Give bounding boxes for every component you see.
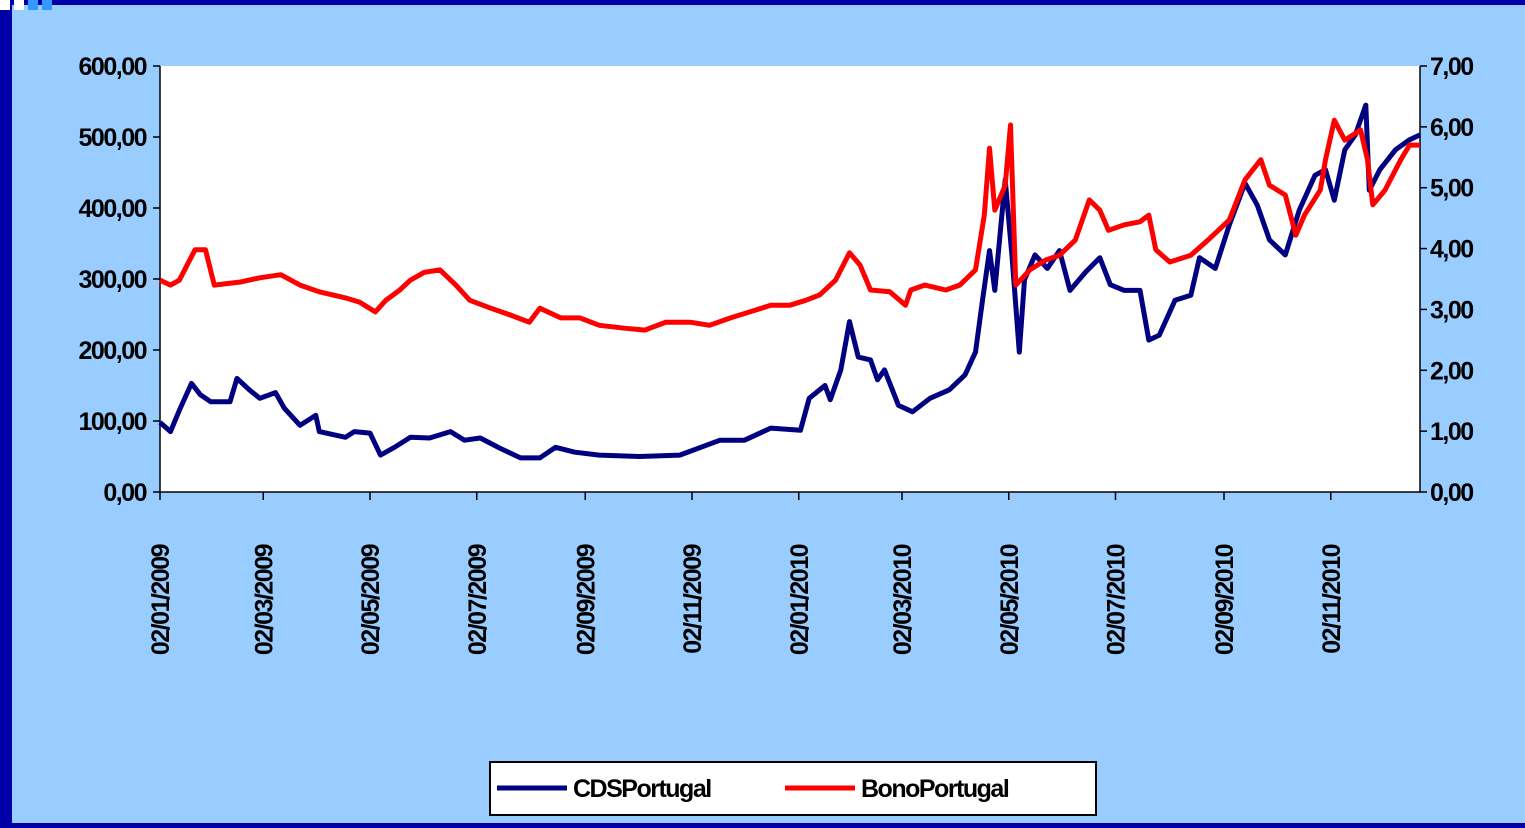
x-tick-label: 02/03/2010 <box>889 544 917 655</box>
y-tick-label: 0,00 <box>103 479 146 507</box>
y2-tick-label: 2,00 <box>1430 357 1473 385</box>
series-line <box>158 117 1420 333</box>
y2-tick-label: 3,00 <box>1430 296 1473 324</box>
y-tick-label: 300,00 <box>79 266 147 294</box>
y-tick-label: 200,00 <box>79 337 147 365</box>
y2-tick-label: 4,00 <box>1430 236 1473 264</box>
y2-tick-label: 6,00 <box>1430 114 1473 142</box>
y2-tick-label: 1,00 <box>1430 418 1473 446</box>
x-tick-label: 02/09/2009 <box>572 544 600 655</box>
y-tick-label: 100,00 <box>79 408 147 436</box>
x-tick-label: 02/05/2010 <box>996 544 1024 655</box>
plot-area <box>160 66 1420 492</box>
corner-mark <box>28 0 38 10</box>
y2-tick-label: 0,00 <box>1430 479 1473 507</box>
x-tick-label: 02/09/2010 <box>1211 544 1239 655</box>
corner-mark <box>42 0 52 10</box>
x-tick-label: 02/01/2010 <box>786 544 814 655</box>
y-tick-label: 500,00 <box>79 124 147 152</box>
y-tick-label: 600,00 <box>79 53 147 81</box>
x-tick-label: 02/11/2009 <box>679 544 707 653</box>
x-tick-label: 02/05/2009 <box>357 544 385 655</box>
corner-mark <box>0 0 10 10</box>
legend-label: CDSPortugal <box>573 775 711 803</box>
x-tick-label: 02/01/2009 <box>147 544 175 655</box>
legend-label: BonoPortugal <box>861 775 1009 803</box>
x-tick-label: 02/07/2010 <box>1103 544 1131 655</box>
y2-tick-label: 7,00 <box>1430 53 1473 81</box>
corner-mark <box>14 0 24 10</box>
legend-box <box>489 761 1097 816</box>
x-tick-label: 02/03/2009 <box>250 544 278 655</box>
x-tick-label: 02/07/2009 <box>464 544 492 655</box>
y-tick-label: 400,00 <box>79 195 147 223</box>
y2-tick-label: 5,00 <box>1430 175 1473 203</box>
x-tick-label: 02/11/2010 <box>1318 544 1346 653</box>
